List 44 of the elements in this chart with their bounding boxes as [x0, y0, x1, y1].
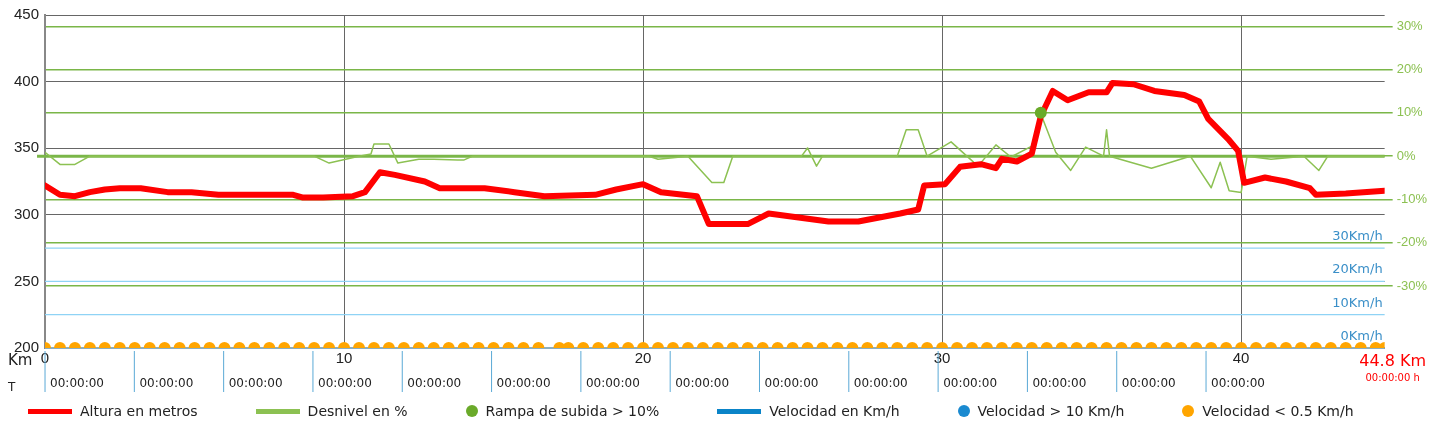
text: 00:00:00 [318, 376, 372, 391]
y-tick-label: 400 [14, 71, 40, 89]
x-tick-label: 10 [335, 349, 353, 367]
text: 00:00:00 [675, 376, 730, 391]
x-tick-label: 30 [933, 349, 951, 367]
y3-tick-label: 0Km/h [1340, 327, 1383, 343]
legend-label: Rampa de subida > 10% [485, 403, 660, 419]
y-tick-label: 300 [14, 204, 40, 222]
text: 00:00:00 [50, 376, 104, 391]
text: 00:00:00 [1121, 376, 1176, 391]
text: 00:00:00 [853, 376, 908, 391]
y-tick-label: 450 [14, 5, 40, 23]
y3-tick-label: 30Km/h [1332, 227, 1383, 243]
y2-tick-label: -30% [1396, 277, 1428, 293]
y2-tick-label: -10% [1396, 191, 1428, 207]
y-tick-label: 250 [14, 271, 40, 289]
legend-label: Velocidad < 0.5 Km/h [1202, 403, 1354, 419]
x-tick-label: 20 [634, 349, 652, 367]
y2-tick-label: 30% [1396, 17, 1424, 33]
text: 00:00:00 [496, 376, 551, 391]
y-tick-label: 350 [14, 138, 40, 156]
text: 00:00:00 [228, 376, 283, 391]
text: 00:00:00 [1032, 376, 1087, 391]
y2-tick-label: 20% [1396, 61, 1424, 77]
text: 00:00:00 [407, 376, 462, 391]
text: T [7, 380, 16, 395]
legend-label: Desnivel en % [307, 403, 408, 419]
text: 00:00:00 [943, 376, 998, 391]
text: 00:00:00 [1211, 376, 1265, 391]
text: 00:00:00 h [1365, 371, 1420, 383]
legend-label: Velocidad > 10 Km/h [977, 403, 1125, 419]
y2-tick-label: 0% [1396, 147, 1416, 163]
text: 00:00:00 [139, 376, 194, 391]
x-tick-label: 0 [40, 349, 50, 367]
y3-tick-label: 20Km/h [1332, 261, 1383, 277]
y2-tick-label: 10% [1396, 104, 1424, 120]
text: 44.8 Km [1359, 351, 1427, 371]
legend-label: Velocidad en Km/h [769, 403, 900, 419]
text: 00:00:00 [764, 376, 819, 391]
y2-tick-label: -20% [1396, 234, 1428, 250]
x-tick-label: 40 [1232, 349, 1250, 367]
y3-tick-label: 10Km/h [1332, 294, 1383, 310]
legend-label: Altura en metros [80, 403, 198, 419]
text: 00:00:00 [585, 376, 640, 391]
